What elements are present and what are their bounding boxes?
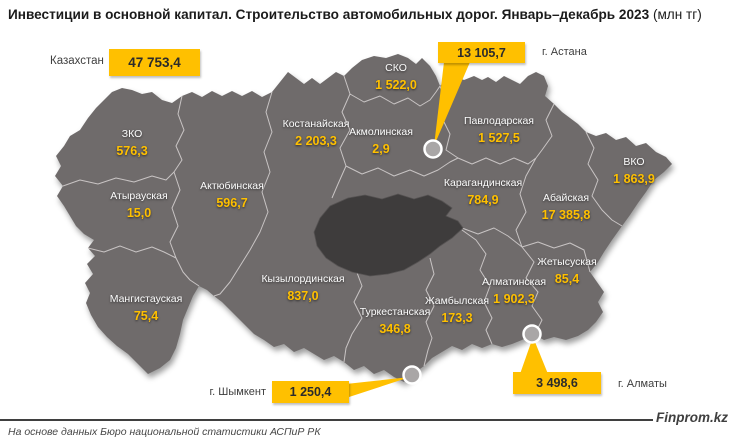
region-value: 1 527,5 (478, 131, 520, 145)
almaty-callout-tail (520, 337, 548, 374)
region-value: 346,8 (379, 322, 411, 336)
almaty-city-label: г. Алматы (618, 378, 667, 390)
region-name: Карагандинская (443, 177, 523, 189)
shymkent-marker (402, 365, 422, 385)
region-mangystau: Мангистауская 75,4 (110, 293, 183, 323)
region-name: Жамбылская (424, 295, 490, 307)
region-kyzylorda: Кызылординская 837,0 (261, 273, 344, 303)
brand-logo: Finprom.kz (656, 410, 729, 425)
region-value: 85,4 (554, 272, 580, 286)
astana-value-badge: 13 105,7 (438, 42, 525, 63)
region-name: Павлодарская (464, 115, 534, 127)
dark-no-data-region (313, 193, 464, 277)
astana-callout-tail (434, 62, 470, 146)
region-name: Мангистауская (109, 293, 183, 305)
region-name: ЗКО (121, 128, 143, 140)
region-name: Жетысуская (537, 256, 597, 268)
region-value: 1 522,0 (375, 78, 417, 92)
region-name: Костанайская (282, 118, 350, 130)
region-abai: Абайская 17 385,8 (542, 192, 591, 222)
region-name: Актюбинская (200, 180, 264, 192)
region-value: 173,3 (441, 311, 473, 325)
region-borders (62, 75, 623, 367)
region-vko: ВКО 1 863,9 (613, 156, 655, 186)
region-pavlodar: Павлодарская 1 527,5 (464, 115, 534, 145)
region-almaty-obl: Алматинская 1 902,3 (482, 276, 546, 306)
region-zhambyl: Жамбылская 173,3 (425, 295, 489, 325)
almaty-value-badge: 3 498,6 (513, 372, 601, 394)
region-value: 2,9 (372, 142, 390, 156)
source-note: На основе данных Бюро национальной стати… (8, 426, 321, 438)
shymkent-callout-tail (346, 377, 410, 398)
region-akmola: Акмолинская 2,9 (349, 126, 413, 156)
region-value: 596,7 (216, 196, 248, 210)
region-name: Туркестанская (359, 306, 431, 318)
region-value: 1 902,3 (493, 292, 535, 306)
astana-marker (423, 139, 443, 159)
region-karaganda: Карагандинская 784,9 (444, 177, 522, 207)
region-kostanay: Костанайская 2 203,3 (283, 118, 350, 148)
country-total-badge: 47 753,4 (109, 49, 200, 76)
page-title: Инвестиции в основной капитал. Строитель… (8, 7, 702, 22)
region-zko: ЗКО 576,3 (116, 128, 147, 158)
region-value: 1 863,9 (613, 172, 655, 186)
region-name: СКО (385, 62, 407, 74)
title-text: Инвестиции в основной капитал. Строитель… (8, 7, 650, 22)
region-name: Кызылординская (261, 273, 345, 285)
region-name: Алматинская (481, 276, 547, 288)
region-value: 576,3 (116, 144, 148, 158)
region-sko: СКО 1 522,0 (375, 62, 417, 92)
region-value: 75,4 (133, 309, 159, 323)
region-name: Абайская (542, 192, 590, 204)
region-atyrau: Атырауская 15,0 (110, 190, 167, 220)
region-value: 15,0 (126, 206, 152, 220)
region-zhetysu: Жетысуская 85,4 (537, 256, 596, 286)
region-value: 837,0 (287, 289, 319, 303)
region-turkestan: Туркестанская 346,8 (360, 306, 431, 336)
region-value: 784,9 (467, 193, 499, 207)
almaty-marker (522, 324, 542, 344)
region-name: Атырауская (110, 190, 168, 202)
region-value: 2 203,3 (295, 134, 337, 148)
region-name: ВКО (623, 156, 645, 168)
footer-divider (0, 419, 653, 421)
region-name: Акмолинская (349, 126, 413, 138)
title-unit-text: (млн тг) (652, 7, 702, 22)
shymkent-city-label: г. Шымкент (209, 386, 267, 398)
astana-city-label: г. Астана (542, 46, 587, 58)
region-value: 17 385,8 (541, 208, 591, 222)
region-aktobe: Актюбинская 596,7 (200, 180, 264, 210)
shymkent-value-badge: 1 250,4 (272, 381, 349, 403)
country-total-label: Казахстан (50, 55, 104, 67)
